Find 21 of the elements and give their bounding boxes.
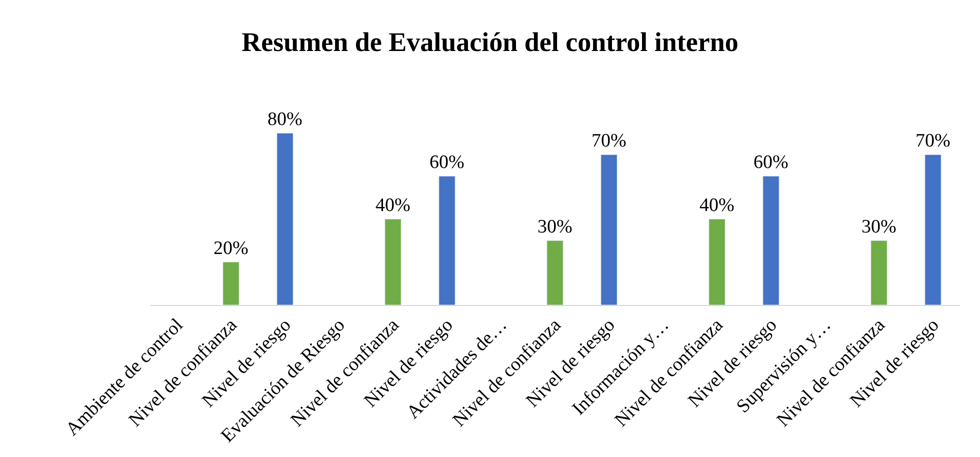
bar [924, 154, 942, 305]
bar [708, 218, 726, 305]
data-label: 60% [754, 152, 788, 174]
bar [384, 218, 402, 305]
data-label: 30% [862, 216, 896, 238]
bar [222, 262, 240, 305]
bar [600, 154, 618, 305]
bar [276, 132, 294, 305]
data-label: 40% [700, 195, 734, 216]
data-label: 40% [376, 195, 410, 216]
data-label: 70% [916, 130, 950, 152]
data-label: 60% [430, 152, 464, 174]
bar [438, 176, 456, 305]
bar [762, 176, 780, 305]
data-label: 30% [538, 216, 572, 238]
data-label: 20% [214, 238, 248, 260]
bar [870, 240, 888, 305]
data-label: 70% [592, 130, 626, 152]
bar [546, 240, 564, 305]
data-label: 80% [268, 109, 302, 130]
chart-title: Resumen de Evaluación del control interno [242, 26, 738, 57]
